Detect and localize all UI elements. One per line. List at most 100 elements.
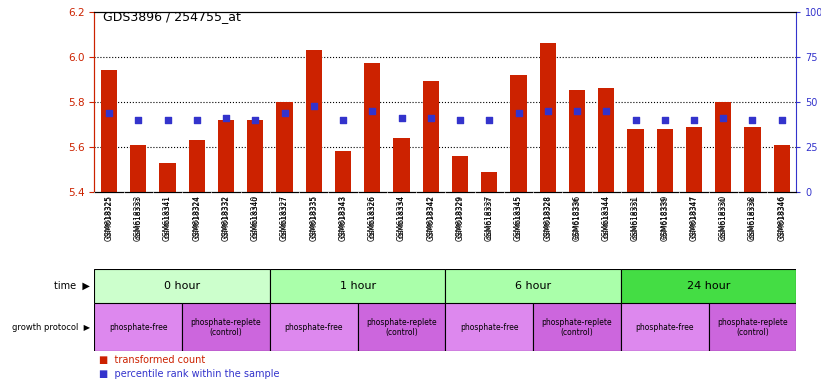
Point: [278, 110, 291, 116]
Point: [337, 117, 350, 123]
Text: growth protocol  ▶: growth protocol ▶: [12, 323, 90, 332]
Point: [571, 108, 584, 114]
Bar: [715, 102, 732, 192]
Text: phosphate-replete
(control): phosphate-replete (control): [366, 318, 437, 337]
Bar: [481, 172, 498, 192]
Bar: [627, 129, 644, 192]
Bar: [305, 50, 322, 192]
Text: GSM618333: GSM618333: [135, 196, 141, 238]
Text: GSM618345: GSM618345: [516, 196, 521, 238]
Point: [365, 108, 378, 114]
Bar: [773, 145, 790, 192]
Text: phosphate-replete
(control): phosphate-replete (control): [542, 318, 612, 337]
Point: [775, 117, 788, 123]
Point: [103, 110, 116, 116]
Point: [161, 117, 174, 123]
Point: [746, 117, 759, 123]
Text: GSM618336: GSM618336: [574, 196, 580, 238]
Text: GDS3896 / 254755_at: GDS3896 / 254755_at: [103, 10, 241, 23]
Point: [629, 117, 642, 123]
Bar: [270, 303, 358, 351]
Text: GSM618346: GSM618346: [779, 196, 785, 238]
Text: phosphate-free: phosphate-free: [285, 323, 343, 332]
Bar: [101, 70, 117, 192]
Bar: [539, 43, 556, 192]
Bar: [393, 138, 410, 192]
Bar: [335, 151, 351, 192]
Text: GSM618337: GSM618337: [486, 196, 493, 238]
Text: GSM618328: GSM618328: [545, 196, 551, 238]
Point: [512, 110, 525, 116]
Text: phosphate-free: phosphate-free: [460, 323, 519, 332]
Bar: [446, 303, 533, 351]
Point: [541, 108, 554, 114]
Text: ■  percentile rank within the sample: ■ percentile rank within the sample: [99, 369, 279, 379]
Text: GSM618342: GSM618342: [428, 196, 433, 238]
Bar: [94, 303, 182, 351]
Bar: [511, 75, 526, 192]
Bar: [365, 63, 380, 192]
Bar: [159, 163, 176, 192]
Text: GSM618339: GSM618339: [662, 196, 667, 238]
Point: [599, 108, 612, 114]
Point: [307, 103, 320, 109]
Text: 6 hour: 6 hour: [515, 281, 551, 291]
Text: phosphate-replete
(control): phosphate-replete (control): [718, 318, 788, 337]
Text: GSM618329: GSM618329: [457, 196, 463, 238]
Text: 0 hour: 0 hour: [164, 281, 200, 291]
Bar: [182, 303, 270, 351]
Text: GSM618335: GSM618335: [311, 196, 317, 238]
Bar: [247, 120, 264, 192]
Bar: [131, 145, 146, 192]
Text: 1 hour: 1 hour: [340, 281, 376, 291]
Text: GSM618331: GSM618331: [632, 196, 639, 238]
Text: GSM618334: GSM618334: [398, 196, 405, 238]
Point: [395, 114, 408, 121]
Bar: [533, 303, 621, 351]
Text: GSM618332: GSM618332: [223, 196, 229, 238]
Point: [190, 117, 204, 123]
Text: GSM618338: GSM618338: [750, 196, 755, 238]
Text: GSM618347: GSM618347: [691, 196, 697, 238]
Bar: [599, 88, 614, 192]
Text: GSM618326: GSM618326: [369, 196, 375, 238]
Text: GSM618340: GSM618340: [252, 196, 259, 238]
Bar: [94, 269, 270, 303]
Bar: [709, 303, 796, 351]
Point: [453, 117, 466, 123]
Bar: [657, 129, 672, 192]
Text: 24 hour: 24 hour: [687, 281, 731, 291]
Text: GSM618341: GSM618341: [164, 196, 171, 238]
Text: GSM618343: GSM618343: [340, 196, 346, 238]
Bar: [446, 269, 621, 303]
Text: GSM618330: GSM618330: [720, 196, 727, 238]
Point: [658, 117, 672, 123]
Bar: [569, 91, 585, 192]
Bar: [218, 120, 234, 192]
Point: [687, 117, 700, 123]
Text: GSM618324: GSM618324: [194, 196, 200, 238]
Text: phosphate-free: phosphate-free: [109, 323, 167, 332]
Text: GSM618344: GSM618344: [603, 196, 609, 238]
Point: [483, 117, 496, 123]
Bar: [452, 156, 468, 192]
Bar: [270, 269, 446, 303]
Text: phosphate-replete
(control): phosphate-replete (control): [190, 318, 261, 337]
Point: [717, 114, 730, 121]
Text: GSM618325: GSM618325: [106, 196, 112, 238]
Text: GSM618327: GSM618327: [282, 196, 287, 238]
Bar: [189, 140, 204, 192]
Text: phosphate-free: phosphate-free: [635, 323, 694, 332]
Text: ■  transformed count: ■ transformed count: [99, 355, 204, 365]
Bar: [423, 81, 438, 192]
Point: [249, 117, 262, 123]
Bar: [277, 102, 292, 192]
Text: time  ▶: time ▶: [54, 281, 90, 291]
Bar: [621, 303, 709, 351]
Bar: [358, 303, 445, 351]
Bar: [686, 127, 702, 192]
Bar: [621, 269, 796, 303]
Point: [424, 114, 438, 121]
Bar: [745, 127, 760, 192]
Point: [219, 114, 232, 121]
